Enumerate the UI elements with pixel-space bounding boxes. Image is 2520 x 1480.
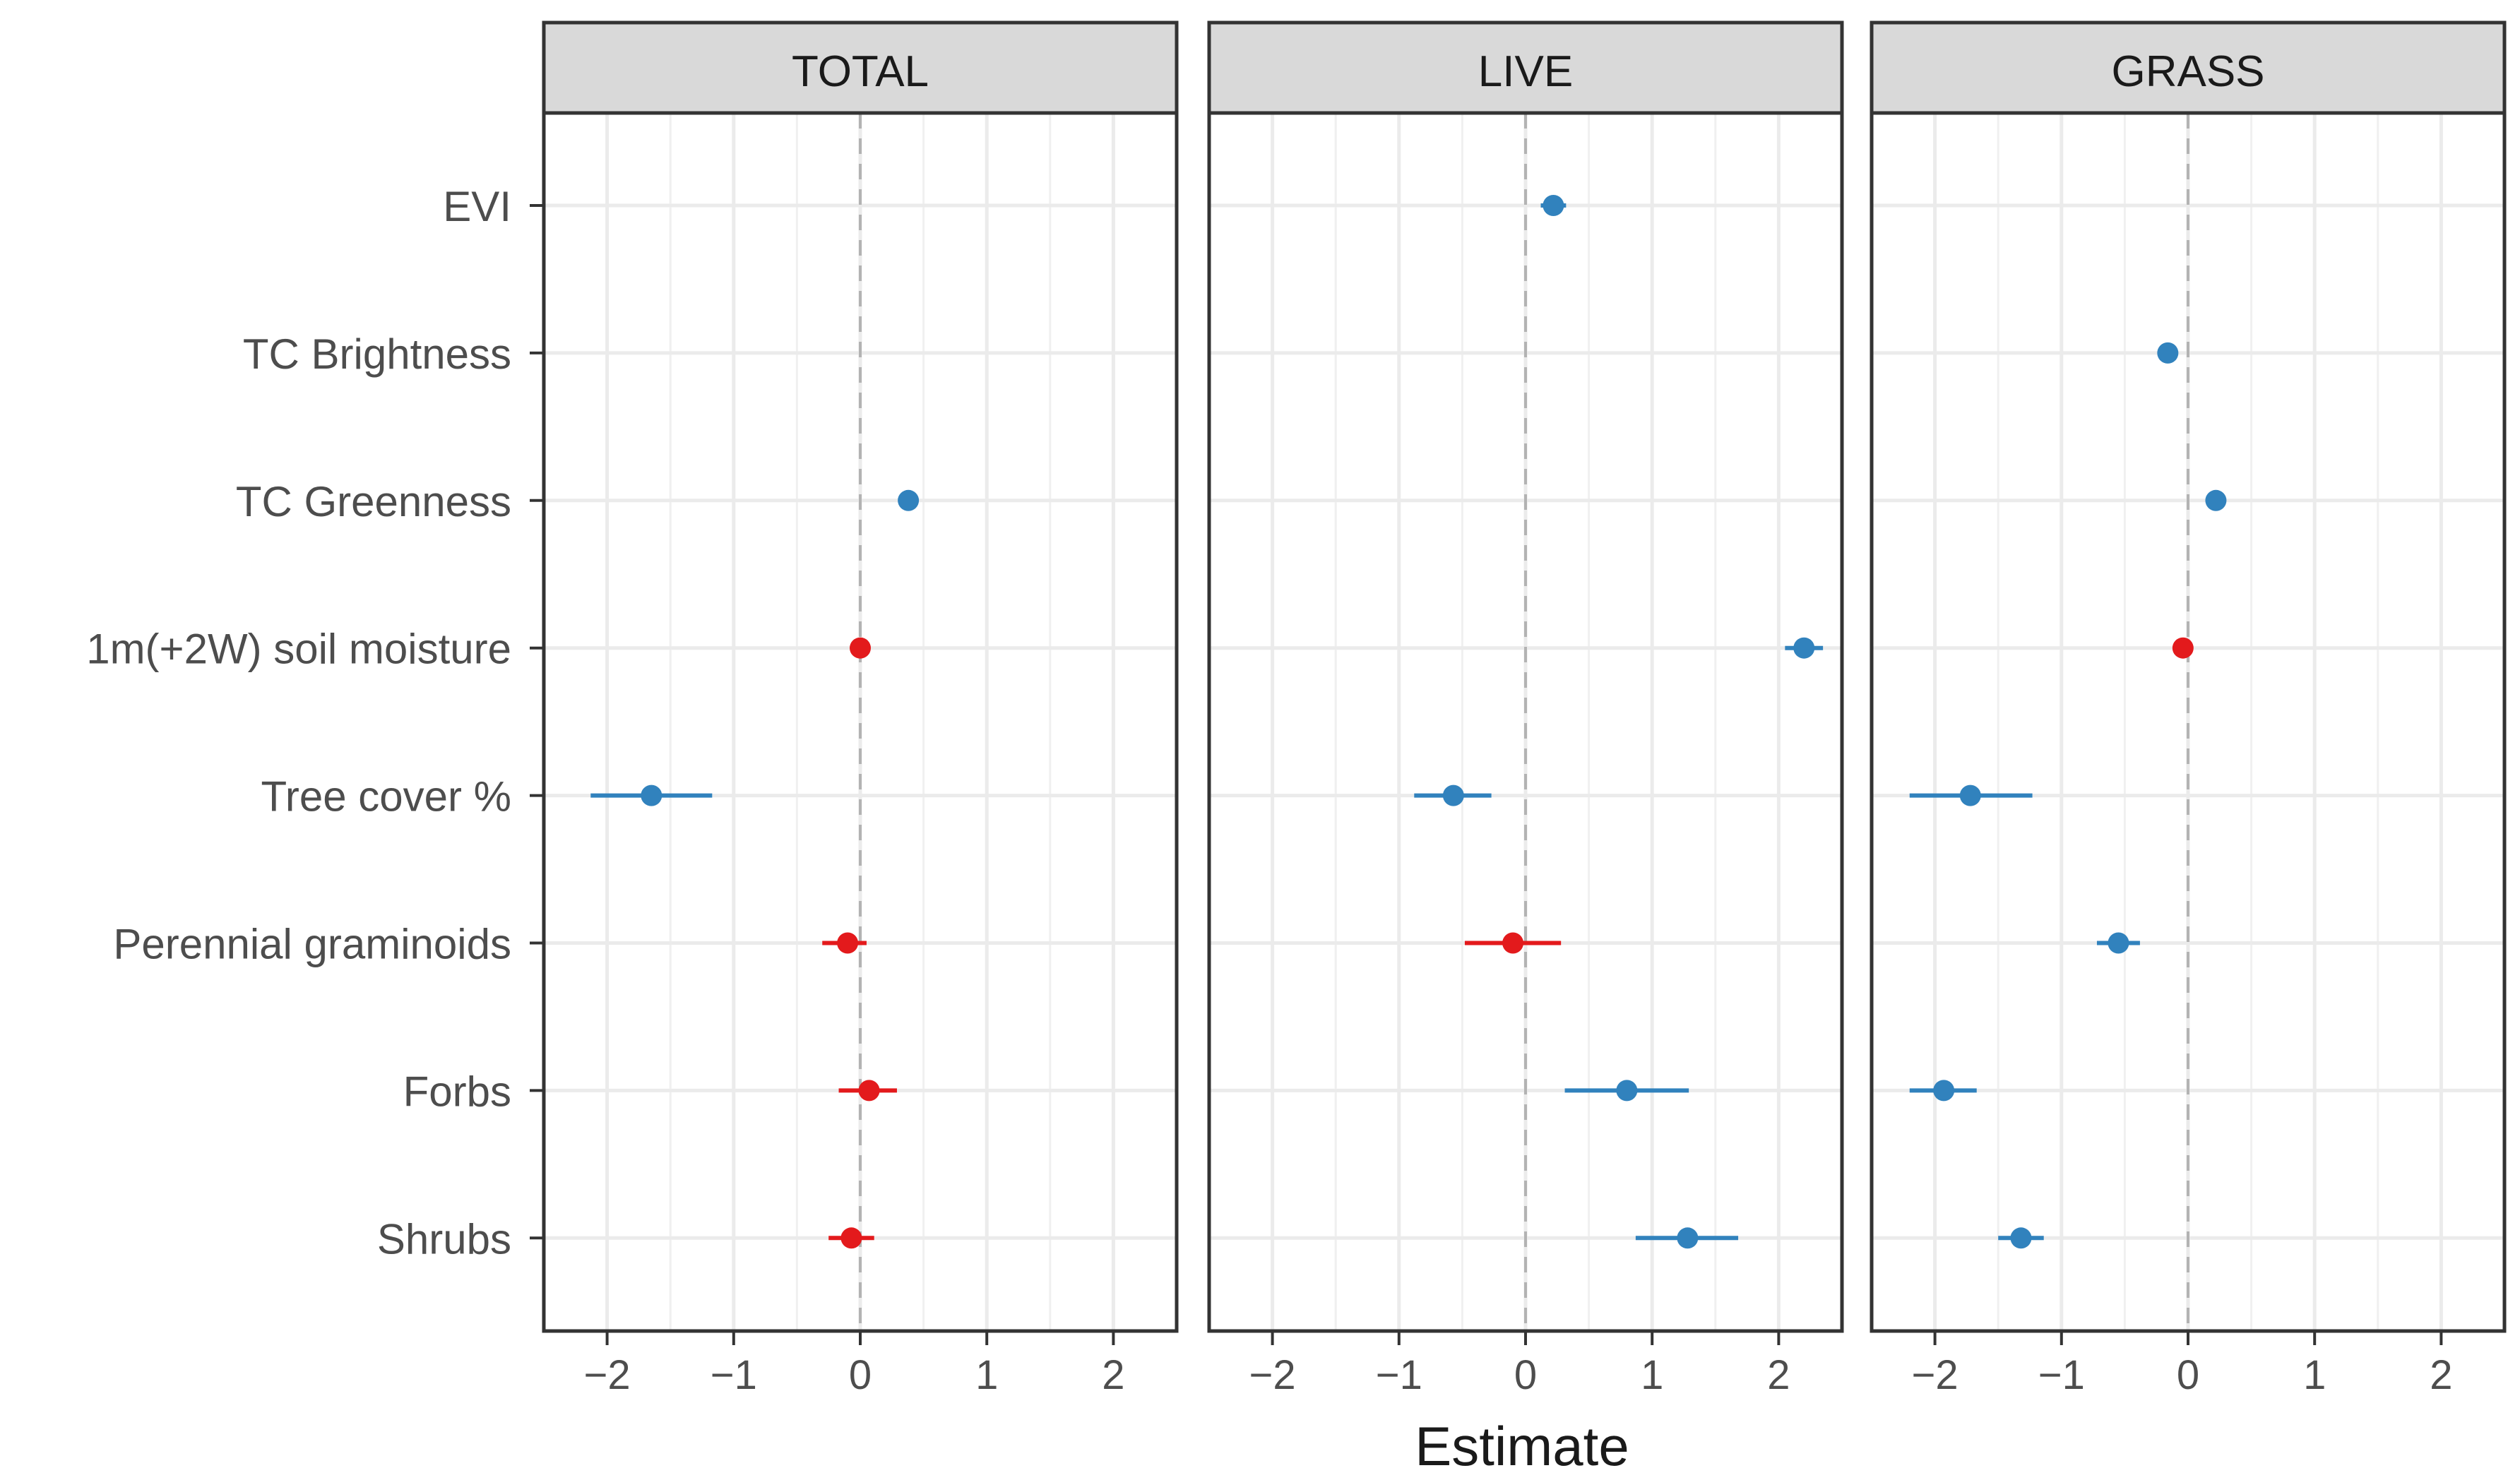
facet-title: GRASS (2111, 47, 2264, 96)
x-tick-label: −2 (584, 1352, 631, 1398)
panel-live: LIVE −2 −1 0 1 2 (1207, 20, 1844, 1398)
y-tick-label: TC Greenness (236, 478, 511, 525)
panel-total: TOTAL −2 −1 0 1 2 (542, 20, 1179, 1398)
estimate-point (641, 784, 662, 806)
x-tick-label: 2 (1767, 1352, 1790, 1398)
y-axis-labels: EVI TC Brightness TC Greenness 1m(+2W) soil… (86, 183, 544, 1263)
estimate-point (850, 637, 871, 659)
x-tick-label: 0 (849, 1352, 872, 1398)
y-tick-label: Shrubs (377, 1215, 511, 1263)
estimate-point (898, 489, 920, 511)
estimate-point (2172, 637, 2194, 659)
estimate-point (1959, 784, 1981, 806)
facet-panels: TOTAL −2 −1 0 1 2 LIVE −2 −1 0 1 2 GRASS −2 −1 0 1 2 (542, 20, 2507, 1398)
estimate-point (2205, 489, 2227, 511)
y-tick-label: TC Brightness (243, 330, 511, 378)
y-tick-label: Perennial graminoids (113, 921, 511, 968)
x-tick-label: −1 (1376, 1352, 1422, 1398)
x-tick-label: 1 (2303, 1352, 2326, 1398)
x-tick-label: −1 (711, 1352, 757, 1398)
x-tick-label: −2 (1249, 1352, 1296, 1398)
facet-strip (1870, 20, 2507, 115)
x-tick-label: −2 (1912, 1352, 1959, 1398)
estimate-point (1616, 1080, 1638, 1102)
x-tick-label: 2 (2430, 1352, 2452, 1398)
y-tick-label: 1m(+2W) soil moisture (86, 626, 511, 673)
x-tick-label: 1 (1641, 1352, 1663, 1398)
facet-strip (542, 20, 1179, 115)
y-tick-label: EVI (443, 183, 511, 230)
facet-title: TOTAL (792, 47, 929, 96)
x-tick-label: 0 (2177, 1352, 2199, 1398)
estimate-point (2010, 1227, 2032, 1249)
estimate-point (858, 1080, 880, 1102)
x-axis-title: Estimate (1415, 1415, 1629, 1477)
y-tick-label: Tree cover % (261, 773, 511, 820)
panel-grass: GRASS −2 −1 0 1 2 (1870, 20, 2507, 1398)
x-tick-label: 2 (1102, 1352, 1124, 1398)
estimate-point (2108, 932, 2129, 954)
x-tick-label: 1 (975, 1352, 998, 1398)
estimate-point (837, 932, 859, 954)
x-tick-label: −1 (2038, 1352, 2085, 1398)
estimate-point (1677, 1227, 1699, 1249)
estimate-point (840, 1227, 862, 1249)
estimate-point (1502, 932, 1524, 954)
estimate-point (1933, 1080, 1955, 1102)
facet-title: LIVE (1478, 47, 1573, 96)
estimate-point (1793, 637, 1815, 659)
estimate-point (1543, 195, 1564, 216)
y-tick-label: Forbs (403, 1068, 511, 1115)
x-tick-label: 0 (1514, 1352, 1537, 1398)
facet-strip (1207, 20, 1844, 115)
estimate-point (2157, 342, 2179, 364)
estimate-point (1442, 784, 1464, 806)
